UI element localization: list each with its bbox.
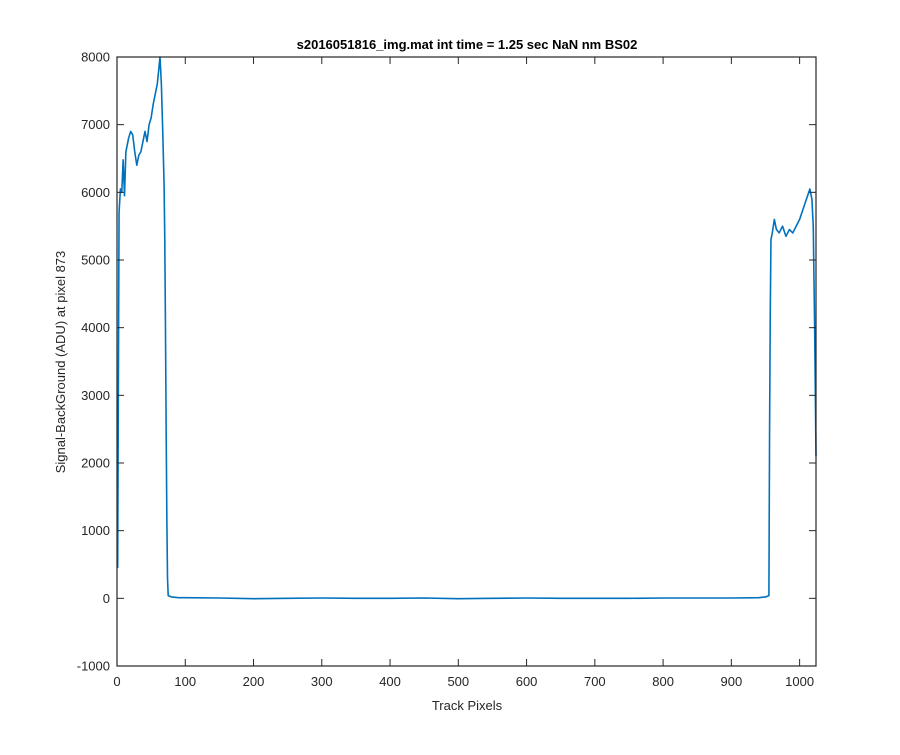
plot-area bbox=[116, 56, 817, 667]
x-tick-label: 300 bbox=[311, 674, 333, 689]
y-tick-label: 1000 bbox=[81, 523, 110, 538]
y-tick-label: 4000 bbox=[81, 320, 110, 335]
x-tick-label: 1000 bbox=[785, 674, 814, 689]
x-tick-label: 500 bbox=[447, 674, 469, 689]
y-tick-label: 5000 bbox=[81, 253, 110, 268]
y-tick-label: 7000 bbox=[81, 117, 110, 132]
y-axis: -1000 0 1000 2000 3000 4000 5000 6000 7000 8000 bbox=[77, 50, 816, 674]
chart-title: s2016051816_img.mat int time = 1.25 sec … bbox=[297, 37, 638, 52]
y-tick-label: 8000 bbox=[81, 50, 110, 65]
y-axis-label: Signal-BackGround (ADU) at pixel 873 bbox=[53, 251, 68, 474]
x-axis: 0 100 200 300 400 500 600 700 800 900 1000 bbox=[113, 57, 814, 689]
y-tick-label: 2000 bbox=[81, 456, 110, 471]
y-tick-label: 6000 bbox=[81, 185, 110, 200]
x-tick-label: 200 bbox=[243, 674, 265, 689]
x-tick-label: 900 bbox=[721, 674, 743, 689]
y-tick-label: 0 bbox=[103, 591, 110, 606]
x-tick-label: 0 bbox=[113, 674, 120, 689]
y-tick-label: 3000 bbox=[81, 388, 110, 403]
series-line-0 bbox=[116, 56, 817, 600]
y-tick-label: -1000 bbox=[77, 659, 110, 674]
x-tick-label: 600 bbox=[516, 674, 538, 689]
plot-background bbox=[117, 57, 816, 666]
axes-box bbox=[116, 56, 817, 667]
x-tick-label: 400 bbox=[379, 674, 401, 689]
x-tick-label: 100 bbox=[174, 674, 196, 689]
x-axis-label: Track Pixels bbox=[432, 698, 503, 713]
x-tick-label: 700 bbox=[584, 674, 606, 689]
x-tick-label: 800 bbox=[652, 674, 674, 689]
